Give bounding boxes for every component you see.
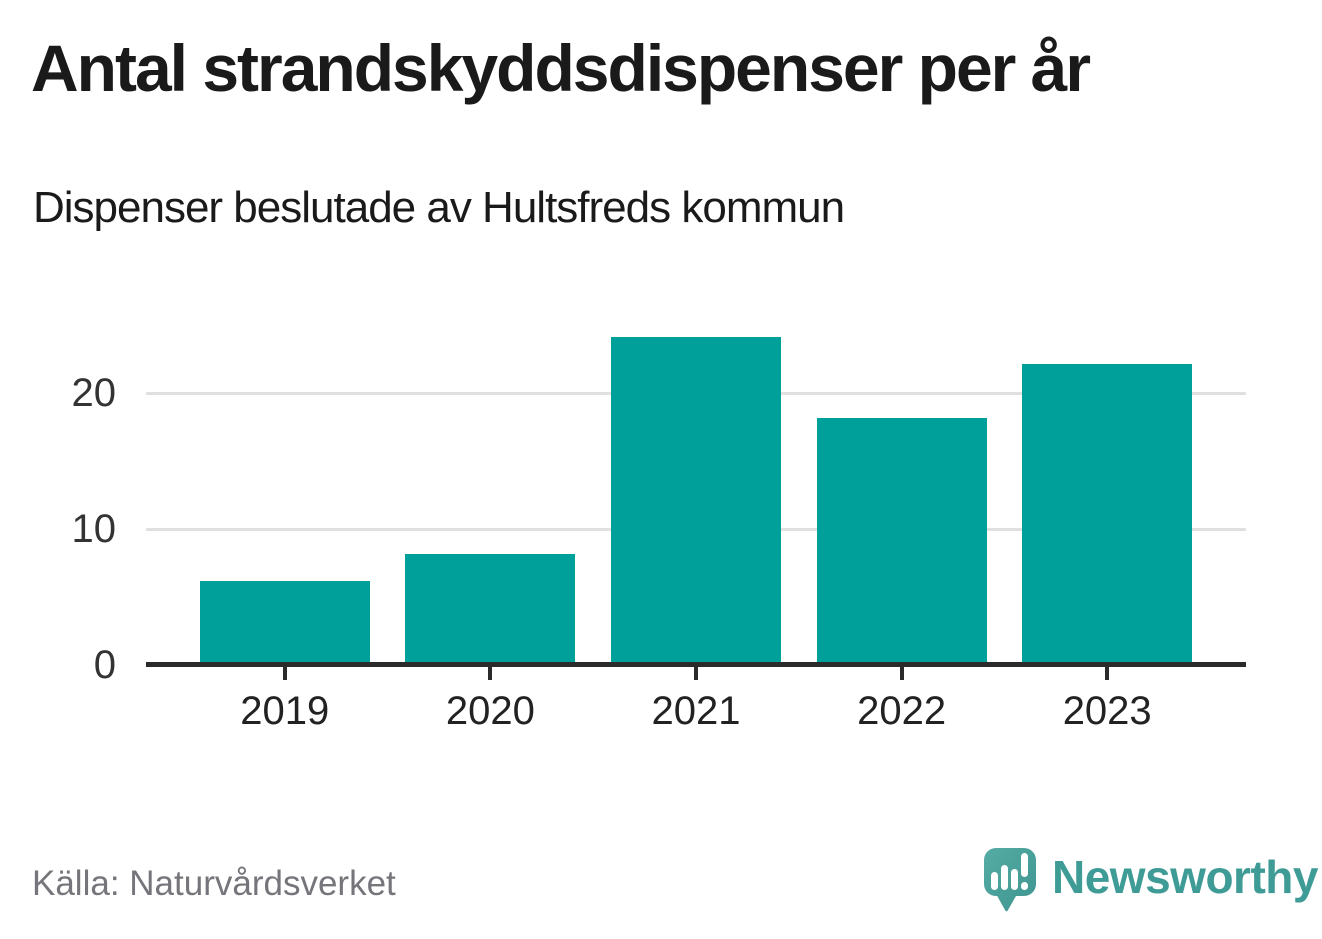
x-axis-label: 2022 bbox=[857, 689, 947, 733]
x-axis-line bbox=[146, 662, 1246, 667]
brand-logo: Newsworthy bbox=[984, 848, 1318, 914]
x-axis-tick bbox=[899, 667, 904, 680]
logo-exclamation-stem bbox=[1021, 853, 1028, 877]
chart-title: Antal strandskyddsdispenser per år bbox=[31, 31, 1091, 105]
x-axis-tick bbox=[694, 667, 698, 680]
source-caption: Källa: Naturvårdsverket bbox=[32, 864, 396, 903]
x-axis-tick bbox=[1105, 667, 1110, 680]
chart-subtitle: Dispenser beslutade av Hultsfreds kommun bbox=[33, 183, 845, 232]
bar-2019 bbox=[199, 581, 370, 663]
bar-2021 bbox=[611, 336, 781, 663]
bar-2023 bbox=[1022, 363, 1193, 663]
logo-bar-tall bbox=[1001, 865, 1008, 890]
bar-2022 bbox=[816, 418, 987, 663]
x-axis-label: 2021 bbox=[651, 689, 741, 733]
x-axis-tick bbox=[488, 667, 493, 680]
logo-bar-short bbox=[991, 872, 998, 890]
logo-bar-mid bbox=[1011, 869, 1018, 890]
x-axis-label: 2020 bbox=[445, 689, 535, 733]
logo-exclamation-dot bbox=[1021, 882, 1028, 890]
x-axis-tick bbox=[282, 667, 287, 680]
y-axis-label: 20 bbox=[71, 371, 117, 415]
bar-2020 bbox=[405, 554, 576, 663]
x-axis-label: 2023 bbox=[1062, 689, 1152, 733]
y-axis-label: 10 bbox=[71, 507, 117, 551]
x-axis-label: 2019 bbox=[240, 689, 330, 733]
newsworthy-logo-icon bbox=[984, 848, 1036, 912]
brand-name: Newsworthy bbox=[1052, 851, 1318, 903]
y-axis-label: 0 bbox=[93, 643, 116, 687]
